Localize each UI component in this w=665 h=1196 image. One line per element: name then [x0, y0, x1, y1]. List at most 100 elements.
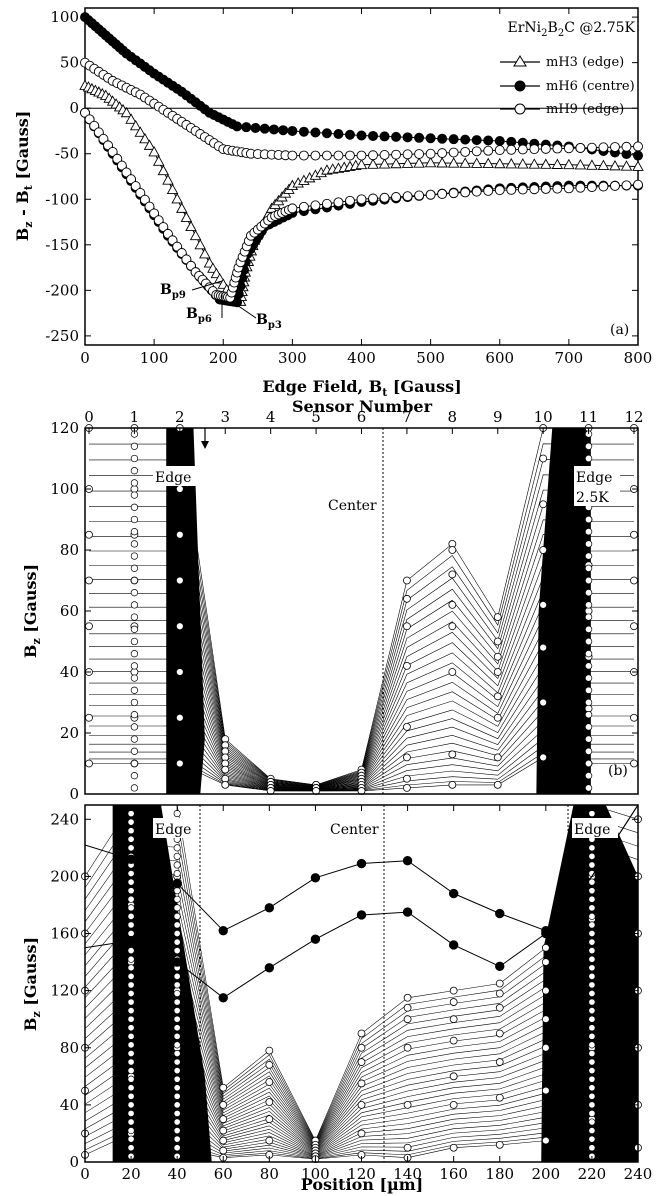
c-stack-point	[173, 1092, 181, 1100]
a-point-mh6	[259, 123, 270, 134]
a-point-mh3	[505, 157, 518, 169]
c-stack-point	[588, 1007, 596, 1015]
c-stack-point	[173, 852, 181, 860]
b-stack-point	[584, 589, 593, 597]
b-point	[493, 613, 502, 621]
a-xtick-label: 300	[278, 349, 307, 367]
c-stack-point	[173, 1032, 181, 1040]
a-point-mh6	[287, 125, 298, 136]
c-stack-point	[173, 1058, 181, 1066]
a-point-mh6	[356, 130, 367, 141]
a-point-mh9	[598, 142, 609, 153]
a-ytick-label: -150	[45, 236, 79, 254]
c-stack-point	[588, 861, 596, 869]
c-stack-point	[127, 818, 135, 826]
c-filled-point	[495, 908, 505, 919]
a-point-mh3	[148, 145, 160, 157]
a-point-mh3	[355, 158, 368, 170]
b-point	[85, 576, 93, 585]
b-point	[448, 570, 457, 579]
b-point	[403, 594, 411, 603]
c-open-point	[219, 1136, 228, 1145]
b-stack-point	[130, 552, 139, 560]
b-stack-point	[584, 674, 593, 682]
c-stack-point	[588, 904, 596, 912]
a-point-mh9	[149, 208, 160, 219]
a-point-mh3	[125, 113, 137, 124]
a-point-mh9	[425, 189, 436, 200]
a-point-mh6	[494, 135, 505, 146]
c-stack-point	[173, 810, 181, 818]
a-point-mh3	[493, 157, 506, 169]
panel-c: 0 20 40 60 80 100 120 140 160 180 200 220 240 0 40 80 12…	[21, 804, 652, 1194]
a-point-mh9	[483, 145, 494, 156]
b-top-tick-label: 6	[357, 408, 367, 426]
b-stack-point	[584, 576, 593, 585]
b-stack-point	[130, 650, 139, 658]
c-stack-point	[588, 1067, 596, 1075]
a-point-mh9	[345, 150, 355, 161]
c-filled-point	[126, 935, 136, 946]
a-point-mh6	[321, 128, 332, 139]
panel-a-y-axis-title: Bz - Bt [Gauss]	[13, 111, 35, 242]
b-ytick-label: 20	[60, 724, 79, 742]
b-ytick-label: 120	[50, 419, 79, 437]
c-stack-point	[173, 1144, 181, 1152]
a-point-mh9	[471, 146, 482, 157]
b-top-tick-label: 7	[402, 408, 412, 426]
c-stack-point	[127, 1127, 135, 1135]
a-point-mh9	[633, 141, 643, 152]
a-point-mh9	[298, 150, 309, 161]
c-filled-point	[218, 993, 228, 1003]
b-point	[85, 759, 93, 768]
a-point-mh3	[180, 211, 193, 222]
c-stack-point	[588, 998, 596, 1006]
edge-right-label-b: Edge	[576, 470, 612, 486]
b-stack-point	[130, 686, 139, 694]
c-open-point	[449, 986, 458, 995]
c-open-point	[403, 1043, 412, 1052]
c-open-point	[357, 1129, 366, 1138]
a-ytick-label: 100	[50, 8, 79, 26]
panel-b: Sensor Number 0 1 2 3 4 5 6 7 8 9 10 11 120204060801…	[21, 397, 644, 803]
panel-a-data	[79, 12, 644, 308]
a-point-mh3	[436, 157, 448, 168]
c-open-point	[403, 993, 412, 1002]
a-point-mh6	[298, 126, 309, 137]
c-stack-point	[127, 912, 135, 920]
c-ytick-label: 160	[50, 925, 79, 943]
b-dense-right	[536, 428, 591, 794]
b-stack-point	[130, 759, 139, 768]
c-stack-point	[588, 947, 596, 955]
panel-c-y-axis-title: Bz [Gauss]	[21, 937, 43, 1031]
c-stack-point	[588, 1109, 596, 1117]
b-point	[630, 759, 638, 768]
b-stack-point	[584, 564, 593, 572]
b-point	[221, 780, 230, 789]
a-point-mh9	[107, 146, 118, 157]
b-stack-point	[130, 540, 139, 548]
a-point-mh9	[402, 149, 413, 160]
c-stack-point	[127, 904, 135, 912]
c-filled-point	[356, 858, 367, 869]
c-filled-point	[310, 873, 321, 883]
b-point	[403, 576, 411, 585]
c-stack-point	[127, 929, 135, 938]
b-top-tick-label: 4	[266, 408, 276, 426]
b-ytick-label: 80	[60, 541, 79, 559]
b-stack-point	[130, 515, 139, 524]
b-point	[175, 713, 184, 722]
c-stack-point	[173, 1118, 181, 1126]
edge-left-box-b	[153, 466, 199, 486]
a-point-mh6	[460, 134, 471, 145]
b-point	[85, 530, 93, 539]
a-ytick-label: 0	[69, 99, 79, 117]
c-open-point	[541, 958, 550, 966]
a-point-mh3	[176, 202, 188, 213]
c-open-point	[265, 1115, 274, 1124]
b-point	[175, 759, 184, 768]
b-point	[539, 601, 548, 609]
b-ytick-label: 100	[50, 480, 79, 498]
a-xtick-label: 200	[209, 349, 238, 367]
c-stack-point	[127, 810, 135, 818]
